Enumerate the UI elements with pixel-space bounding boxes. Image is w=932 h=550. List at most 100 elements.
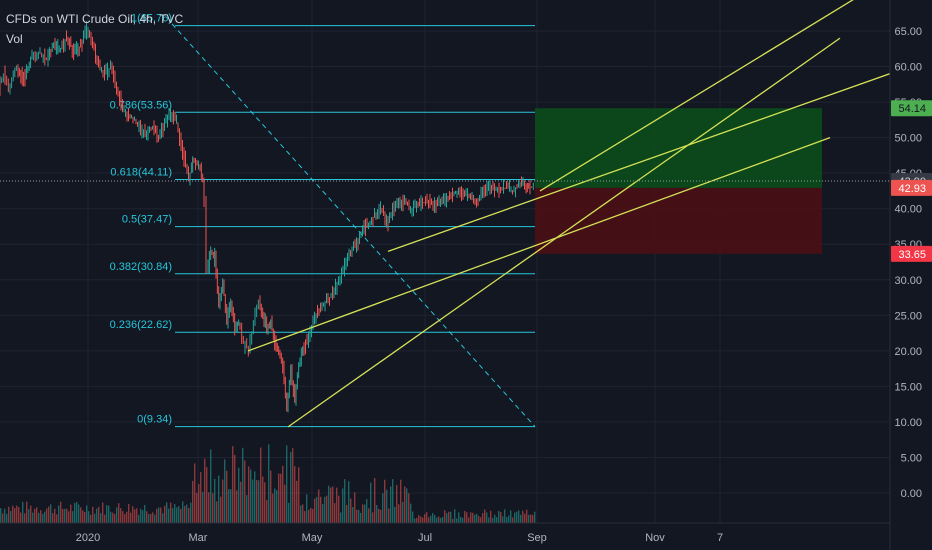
volume-bar	[506, 517, 508, 523]
volume-bar	[292, 448, 294, 523]
volume-bar	[282, 465, 284, 523]
volume-bar	[262, 476, 264, 523]
price-label: 42.93	[898, 183, 926, 195]
volume-bar	[426, 512, 428, 523]
volume-bar	[324, 496, 326, 523]
volume-bar	[288, 502, 290, 523]
volume-bar	[290, 452, 292, 523]
volume-bar	[192, 480, 194, 523]
volume-bar	[480, 517, 482, 523]
volume-bar	[412, 511, 414, 523]
volume-bar	[366, 499, 368, 523]
volume-bar	[264, 482, 266, 523]
volume-bar	[190, 502, 192, 523]
volume-bar	[352, 507, 354, 523]
indicator-label[interactable]: Vol	[6, 32, 23, 46]
volume-bar	[348, 481, 350, 523]
volume-bar	[198, 484, 200, 523]
volume-bar	[322, 504, 324, 523]
volume-bar	[280, 473, 282, 523]
volume-bar	[512, 517, 514, 523]
y-tick-label: 15.00	[894, 381, 922, 393]
volume-bar	[14, 508, 16, 523]
volume-bar	[254, 471, 256, 523]
volume-bar	[130, 512, 132, 523]
volume-bar	[224, 459, 226, 523]
volume-bar	[486, 512, 488, 523]
volume-bar	[136, 508, 138, 523]
volume-bar	[260, 447, 262, 523]
volume-bar	[48, 506, 50, 523]
volume-bar	[304, 511, 306, 523]
volume-bar	[134, 509, 136, 523]
y-tick-label: 40.00	[894, 204, 922, 216]
volume-bar	[270, 470, 272, 523]
volume-bar	[376, 505, 378, 523]
volume-bar	[186, 504, 188, 523]
volume-bar	[78, 504, 80, 523]
volume-bar	[140, 508, 142, 523]
volume-bar	[184, 505, 186, 523]
volume-bar	[122, 511, 124, 523]
volume-bar	[24, 513, 26, 523]
volume-bar	[336, 487, 338, 523]
dashed-trend-line[interactable]	[171, 23, 536, 427]
volume-bar	[424, 514, 426, 523]
volume-bar	[236, 490, 238, 523]
fib-level-label: 0.236(22.62)	[110, 319, 172, 331]
volume-bar	[52, 513, 54, 523]
volume-bar	[258, 480, 260, 523]
volume-bar	[82, 510, 84, 523]
volume-bar	[204, 458, 206, 523]
volume-bar	[450, 511, 452, 523]
trendline[interactable]	[539, 0, 860, 192]
volume-bar	[68, 511, 70, 523]
volume-bar	[312, 509, 314, 523]
trendline[interactable]	[247, 137, 831, 352]
volume-bar	[362, 504, 364, 523]
volume-bar	[174, 503, 176, 523]
volume-bar	[388, 508, 390, 523]
volume-bar	[374, 478, 376, 523]
volume-bar	[404, 486, 406, 523]
x-tick-label: Jul	[418, 532, 432, 544]
volume-bar	[56, 514, 58, 523]
volume-bar	[22, 501, 24, 523]
y-tick-label: 5.00	[901, 452, 922, 464]
volume-bar	[210, 449, 212, 523]
volume-bar	[442, 517, 444, 523]
volume-bar	[276, 490, 278, 523]
volume-bar	[358, 509, 360, 523]
volume-bar	[92, 506, 94, 523]
volume-bar	[504, 509, 506, 523]
volume-bar	[294, 466, 296, 523]
volume-bar	[162, 513, 164, 523]
volume-bar	[164, 505, 166, 523]
volume-bar	[230, 489, 232, 523]
volume-bar	[396, 485, 398, 523]
volume-bar	[286, 445, 288, 523]
volume-bar	[516, 511, 518, 523]
volume-bar	[6, 513, 8, 523]
volume-bar	[232, 446, 234, 523]
volume-bar	[328, 485, 330, 523]
x-tick-label: Sep	[527, 532, 547, 544]
fib-level-label: 0.618(44.11)	[110, 166, 172, 178]
volume-bar	[112, 512, 114, 523]
volume-bar	[172, 508, 174, 523]
volume-bar	[458, 512, 460, 523]
trendline[interactable]	[287, 37, 841, 428]
volume-bar	[176, 507, 178, 523]
volume-bar	[470, 512, 472, 523]
volume-bar	[408, 493, 410, 523]
volume-bar	[496, 517, 498, 523]
volume-bar	[340, 512, 342, 523]
volume-bar	[438, 516, 440, 523]
volume-bar	[306, 494, 308, 523]
symbol-title[interactable]: CFDs on WTI Crude Oil, 4h, TVC	[6, 12, 184, 26]
volume-bar	[392, 479, 394, 523]
volume-bar	[142, 510, 144, 523]
trendline[interactable]	[387, 73, 891, 252]
